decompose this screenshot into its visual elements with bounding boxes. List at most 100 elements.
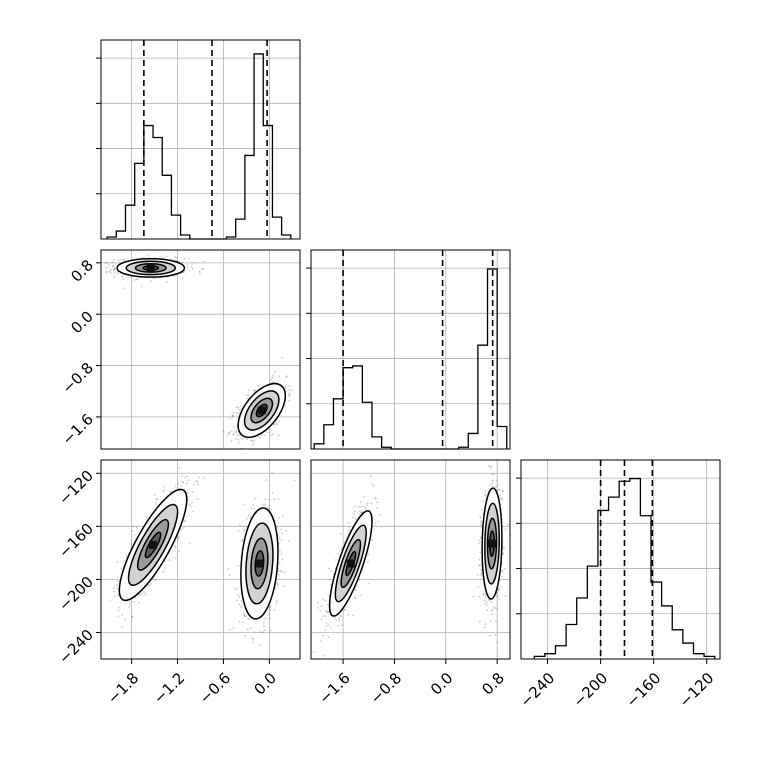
sample-point (234, 431, 237, 433)
sample-point (351, 516, 354, 519)
sample-point (188, 542, 191, 545)
sample-point (232, 416, 234, 418)
sample-point (330, 583, 332, 586)
sample-point (111, 261, 114, 264)
sample-point (329, 578, 332, 581)
sample-point (278, 375, 281, 378)
sample-point (198, 476, 200, 479)
histogram-panel-0 (96, 39, 301, 240)
sample-point (121, 626, 124, 628)
density-peak (257, 406, 266, 415)
sample-point (232, 627, 235, 630)
sample-point (482, 592, 485, 595)
sample-point (122, 287, 125, 289)
sample-point (484, 603, 487, 605)
sample-point (243, 614, 246, 616)
sample-point (156, 498, 159, 501)
sample-point (371, 539, 374, 541)
sample-point (278, 420, 281, 423)
sample-point (248, 618, 251, 621)
sample-point (320, 605, 323, 607)
sample-point (492, 606, 495, 609)
sample-point (490, 472, 493, 475)
panel-background (521, 460, 720, 659)
sample-point (145, 516, 148, 519)
sample-point (480, 536, 482, 539)
sample-point (117, 610, 120, 612)
sample-point (121, 275, 123, 278)
sample-point (180, 528, 182, 531)
sample-point (371, 483, 373, 486)
sample-point (190, 266, 193, 269)
sample-point (105, 266, 108, 269)
sample-point (277, 516, 280, 519)
sample-point (261, 503, 264, 506)
sample-point (273, 498, 276, 501)
sample-point (359, 505, 362, 508)
sample-point (112, 269, 115, 272)
sample-point (359, 501, 362, 503)
sample-point (180, 484, 183, 487)
sample-point (284, 386, 287, 389)
sample-point (141, 592, 144, 595)
sample-point (478, 542, 481, 545)
sample-point (183, 520, 186, 522)
sample-point (237, 412, 240, 414)
sample-point (273, 608, 276, 611)
sample-point (150, 583, 153, 585)
sample-point (338, 620, 341, 623)
sample-point (163, 489, 166, 492)
sample-point (166, 280, 168, 283)
sample-point (274, 423, 276, 426)
sample-point (222, 430, 225, 433)
x-tick-label: −0.8 (367, 669, 405, 707)
sample-point (267, 613, 270, 616)
sample-point (227, 431, 230, 434)
sample-point (500, 497, 503, 499)
sample-point (238, 524, 241, 527)
sample-point (228, 432, 231, 435)
sample-point (478, 620, 481, 623)
sample-point (356, 585, 359, 588)
sample-point (187, 257, 190, 260)
scatter-panel-2 (310, 459, 511, 660)
sample-point (327, 610, 330, 613)
sample-point (196, 480, 198, 482)
sample-point (498, 588, 500, 591)
sample-point (324, 599, 327, 602)
sample-point (263, 622, 265, 624)
sample-point (243, 612, 246, 615)
sample-point (320, 618, 323, 620)
sample-point (366, 504, 368, 507)
x-tick-label: 0.8 (478, 669, 508, 699)
sample-point (115, 587, 118, 590)
sample-point (227, 567, 230, 570)
sample-point (116, 584, 118, 587)
sample-point (164, 566, 167, 569)
sample-point (202, 260, 205, 263)
sample-point (269, 606, 271, 609)
sample-point (135, 526, 138, 529)
sample-point (162, 485, 165, 488)
sample-point (281, 532, 284, 535)
sample-point (184, 476, 187, 479)
sample-point (275, 599, 278, 602)
sample-point (175, 557, 177, 559)
sample-point (235, 431, 238, 433)
sample-point (241, 539, 244, 541)
sample-point (270, 508, 272, 511)
sample-point (232, 433, 235, 436)
sample-point (184, 520, 187, 523)
y-tick-label: −120 (55, 467, 97, 509)
sample-point (487, 465, 490, 467)
sample-point (274, 422, 276, 425)
sample-point (202, 267, 205, 270)
sample-point (271, 381, 274, 384)
sample-point (178, 466, 181, 469)
sample-point (153, 494, 156, 496)
sample-point (246, 628, 249, 631)
sample-point (363, 495, 365, 498)
sample-point (501, 571, 504, 573)
sample-point (481, 500, 484, 502)
sample-point (330, 570, 333, 572)
